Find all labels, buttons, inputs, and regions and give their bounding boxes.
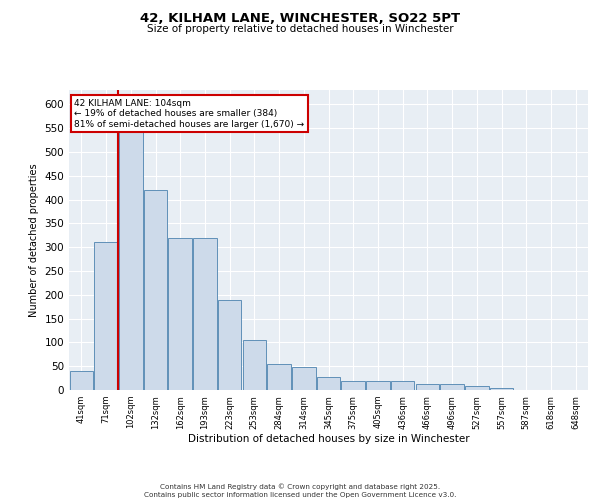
Text: 42, KILHAM LANE, WINCHESTER, SO22 5PT: 42, KILHAM LANE, WINCHESTER, SO22 5PT bbox=[140, 12, 460, 26]
Bar bbox=[292, 367, 316, 390]
Bar bbox=[268, 364, 291, 390]
Bar bbox=[490, 388, 513, 390]
Y-axis label: Number of detached properties: Number of detached properties bbox=[29, 163, 39, 317]
Bar bbox=[341, 382, 365, 390]
Bar bbox=[218, 300, 241, 390]
Bar bbox=[416, 384, 439, 390]
Bar bbox=[440, 384, 464, 390]
Bar bbox=[94, 242, 118, 390]
Bar bbox=[391, 382, 415, 390]
Bar bbox=[169, 238, 192, 390]
Bar bbox=[119, 124, 143, 390]
Bar bbox=[70, 371, 93, 390]
Bar bbox=[144, 190, 167, 390]
Bar bbox=[193, 238, 217, 390]
Text: Size of property relative to detached houses in Winchester: Size of property relative to detached ho… bbox=[146, 24, 454, 34]
Bar bbox=[317, 376, 340, 390]
Bar bbox=[242, 340, 266, 390]
Text: 42 KILHAM LANE: 104sqm
← 19% of detached houses are smaller (384)
81% of semi-de: 42 KILHAM LANE: 104sqm ← 19% of detached… bbox=[74, 99, 304, 129]
Bar bbox=[465, 386, 488, 390]
X-axis label: Distribution of detached houses by size in Winchester: Distribution of detached houses by size … bbox=[188, 434, 469, 444]
Text: Contains HM Land Registry data © Crown copyright and database right 2025.
Contai: Contains HM Land Registry data © Crown c… bbox=[144, 484, 456, 498]
Bar bbox=[366, 382, 389, 390]
